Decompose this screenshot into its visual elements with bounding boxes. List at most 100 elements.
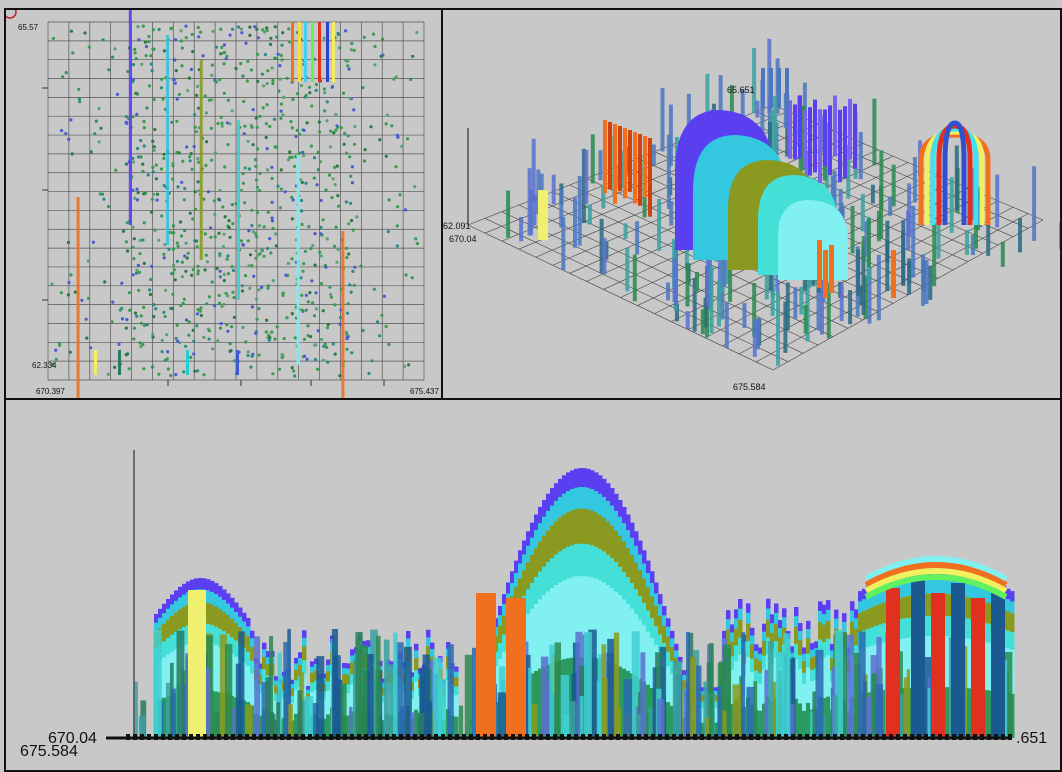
- scatter-point: [249, 365, 253, 369]
- data-bar: [879, 150, 884, 210]
- scatter-point: [151, 165, 155, 169]
- scatter-point: [353, 124, 357, 129]
- scatter-point: [273, 56, 277, 60]
- scatter-point: [139, 155, 143, 159]
- scatter-point: [318, 250, 322, 254]
- data-bar: [464, 654, 473, 738]
- data-bar: [519, 217, 524, 242]
- scatter-point: [202, 373, 206, 377]
- data-bar: [399, 706, 406, 738]
- scatter-point: [230, 265, 234, 269]
- scatter-point: [154, 163, 158, 167]
- scatter-point: [210, 347, 215, 351]
- data-bar: [651, 144, 656, 166]
- data-bar: [870, 184, 875, 204]
- scatter-point: [302, 354, 307, 358]
- scatter-point: [248, 33, 252, 37]
- scatter-point: [406, 137, 410, 141]
- scatter-point: [147, 40, 151, 44]
- data-bar: [850, 205, 855, 254]
- scatter-point: [226, 254, 230, 258]
- scatter-point: [335, 124, 339, 128]
- data-bar: [860, 193, 865, 232]
- scatter-point: [257, 307, 261, 311]
- scatter-point: [217, 197, 221, 201]
- scatter-point: [69, 118, 73, 122]
- data-bar: [603, 120, 607, 194]
- scatter-point: [250, 125, 254, 129]
- scatter-point: [190, 32, 194, 37]
- data-bar: [561, 217, 566, 270]
- scatter-point: [262, 84, 266, 88]
- data-bar: [912, 157, 917, 203]
- scatter-point: [159, 86, 163, 90]
- data-bar: [367, 654, 374, 738]
- scatter-point: [250, 208, 254, 212]
- scatter-point: [395, 244, 399, 248]
- data-bar: [134, 681, 138, 738]
- scatter-point: [279, 116, 283, 120]
- data-bar: [888, 196, 893, 216]
- data-bar: [666, 282, 670, 301]
- data-bar: [823, 250, 828, 298]
- top-down-scatter-panel[interactable]: 65.57 62.334 670.397 675.437: [4, 8, 443, 400]
- data-bar: [752, 283, 757, 337]
- data-bar: [245, 704, 253, 738]
- scatter-point: [270, 219, 275, 223]
- scatter-point: [249, 68, 253, 72]
- scatter-point: [304, 181, 308, 185]
- side-profile-panel[interactable]: 670.04 675.584 .651: [4, 398, 1062, 772]
- scatter-point: [134, 271, 139, 275]
- scatter-point: [98, 192, 102, 196]
- scatter-point: [390, 124, 394, 128]
- data-bar: [657, 199, 662, 251]
- scatter-point: [193, 207, 198, 211]
- data-bar: [370, 629, 378, 738]
- scatter-point: [151, 47, 155, 51]
- data-bar: [732, 684, 741, 738]
- data-bar: [875, 684, 884, 738]
- perspective-3d-panel[interactable]: 65.651 62.091 670.04 675.584: [441, 8, 1062, 400]
- scatter-point: [280, 356, 284, 360]
- scatter-point: [184, 241, 188, 245]
- scatter-point: [273, 145, 277, 149]
- scatter-point: [278, 77, 282, 81]
- scatter-point: [147, 84, 152, 88]
- data-bar: [601, 185, 606, 209]
- data-bar: [560, 674, 569, 738]
- scatter-point: [229, 349, 233, 353]
- scatter-point: [239, 27, 243, 31]
- scatter-point: [243, 201, 247, 205]
- profile-bar: [802, 710, 807, 738]
- scatter-point: [121, 229, 126, 233]
- scatter-point: [331, 177, 335, 181]
- point-column: [166, 35, 170, 245]
- scatter-point: [258, 252, 262, 256]
- perspective-plot[interactable]: 65.651 62.091 670.04 675.584: [443, 10, 1060, 398]
- scatter-point: [228, 342, 232, 346]
- data-bar: [832, 170, 837, 211]
- scatter-point: [268, 335, 272, 340]
- scatter-point: [214, 45, 218, 49]
- scatter-point: [322, 358, 326, 362]
- scatter-point: [248, 25, 252, 29]
- scatter-point: [151, 332, 155, 336]
- scatter-point: [86, 259, 90, 263]
- scatter-point: [61, 75, 65, 79]
- scatter-point: [171, 164, 175, 168]
- scatter-point: [133, 196, 137, 200]
- scatter-point: [310, 301, 315, 305]
- data-bar: [965, 230, 969, 255]
- scatter-plot[interactable]: 65.57 62.334 670.397 675.437: [6, 10, 441, 398]
- scatter-point: [319, 254, 323, 258]
- scatter-point: [281, 291, 285, 295]
- scatter-point: [300, 222, 304, 227]
- profile-bar: [258, 715, 263, 738]
- scatter-point: [182, 198, 186, 202]
- data-bar: [823, 109, 827, 167]
- scatter-point: [329, 295, 333, 299]
- side-bars: [126, 468, 1015, 740]
- scatter-point: [192, 339, 196, 343]
- scatter-point: [224, 57, 228, 61]
- side-profile-plot[interactable]: 670.04 675.584 .651: [6, 400, 1060, 770]
